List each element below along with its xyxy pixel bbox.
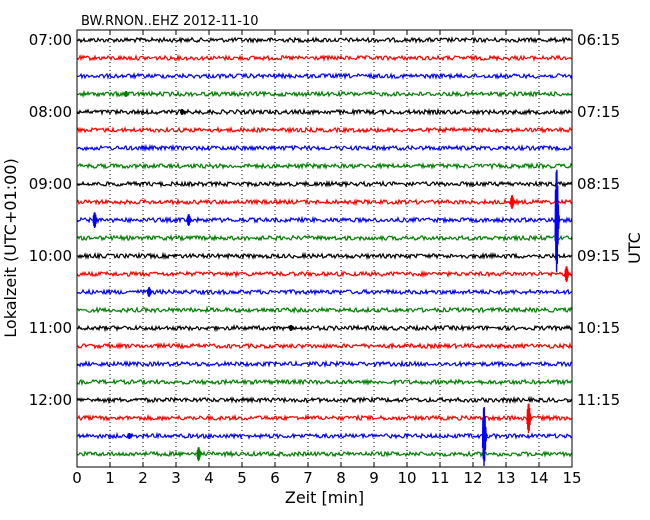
trace-group: [76, 36, 573, 459]
x-tick-label: 7: [303, 469, 313, 487]
grid-lines: [109, 30, 540, 467]
x-tick-label: 3: [171, 469, 181, 487]
x-tick-label: 11: [430, 469, 449, 487]
x-tick-label: 6: [270, 469, 280, 487]
trace-line: [76, 269, 573, 279]
y-axis-label-left: Lokalzeit (UTC+01:00): [1, 158, 20, 337]
trace-line: [76, 378, 573, 387]
trace-line: [77, 341, 573, 351]
trace-line: [77, 431, 573, 441]
x-tick-label: 8: [336, 469, 346, 487]
plot-frame: [76, 29, 573, 468]
y-tick-label-right: 09:15: [577, 247, 620, 265]
event-spike: [146, 287, 153, 298]
trace-line: [76, 53, 573, 63]
x-tick-label: 12: [463, 469, 482, 487]
x-tick-label: 13: [496, 469, 515, 487]
y-tick-label-right: 11:15: [577, 391, 620, 409]
y-tick-label-right: 10:15: [577, 319, 620, 337]
y-tick-label-left: 12:00: [29, 391, 72, 409]
trace-line: [76, 449, 573, 459]
trace-line: [76, 107, 573, 117]
event-spike: [196, 447, 203, 462]
event-spike: [564, 266, 571, 283]
trace-line: [76, 395, 573, 405]
x-tick-label: 10: [397, 469, 416, 487]
y-tick-label-left: 07:00: [29, 31, 72, 49]
event-spike: [186, 214, 193, 227]
event-group: [92, 91, 571, 466]
trace-line: [76, 288, 573, 297]
y-tick-label-left: 11:00: [29, 319, 72, 337]
event-spike: [123, 91, 130, 98]
x-tick-label: 14: [529, 469, 548, 487]
trace-line: [76, 71, 573, 81]
trace-line: [76, 161, 573, 171]
y-tick-label-left: 10:00: [29, 247, 72, 265]
x-tick-label: 0: [72, 469, 82, 487]
x-tick-label: 1: [105, 469, 115, 487]
trace-line: [76, 36, 573, 45]
trace-line: [76, 197, 573, 207]
trace-line: [76, 323, 573, 333]
trace-line: [76, 251, 573, 261]
event-spike: [179, 109, 186, 116]
trace-line: [76, 89, 573, 98]
event-spike: [92, 212, 99, 229]
y-axis-ticks: 07:00 08:00 09:00 10:00 11:00 12:00 06:15 07:15…: [29, 31, 620, 409]
trace-line: [76, 305, 573, 315]
y-tick-label-left: 08:00: [29, 103, 72, 121]
x-tick-label: 4: [204, 469, 214, 487]
x-tick-label: 5: [237, 469, 247, 487]
chart-title: BW.RNON..EHZ 2012-11-10: [81, 14, 259, 29]
y-tick-label-right: 08:15: [577, 175, 620, 193]
x-tick-label: 15: [562, 469, 581, 487]
trace-line: [76, 215, 573, 225]
x-axis-ticks: 0 1 2 3 4 5 6 7 8 9 10 11 12 13 14 15: [72, 30, 582, 487]
event-spike: [127, 433, 133, 440]
trace-line: [76, 233, 573, 243]
y-axis-label-right: UTC: [625, 232, 644, 264]
event-spike: [481, 406, 489, 466]
trace-line: [76, 179, 573, 189]
event-spike: [554, 169, 561, 272]
event-spike: [509, 195, 516, 210]
trace-line: [76, 125, 573, 135]
x-tick-label: 2: [138, 469, 148, 487]
x-axis-label: Zeit [min]: [285, 488, 364, 507]
trace-line: [76, 359, 573, 369]
event-spike: [288, 325, 295, 332]
trace-line: [76, 143, 572, 153]
y-tick-label-right: 06:15: [577, 31, 620, 49]
trace-line: [77, 413, 573, 423]
event-spike: [526, 403, 533, 434]
y-tick-label-left: 09:00: [29, 175, 72, 193]
y-tick-label-right: 07:15: [577, 103, 620, 121]
x-tick-label: 9: [369, 469, 379, 487]
